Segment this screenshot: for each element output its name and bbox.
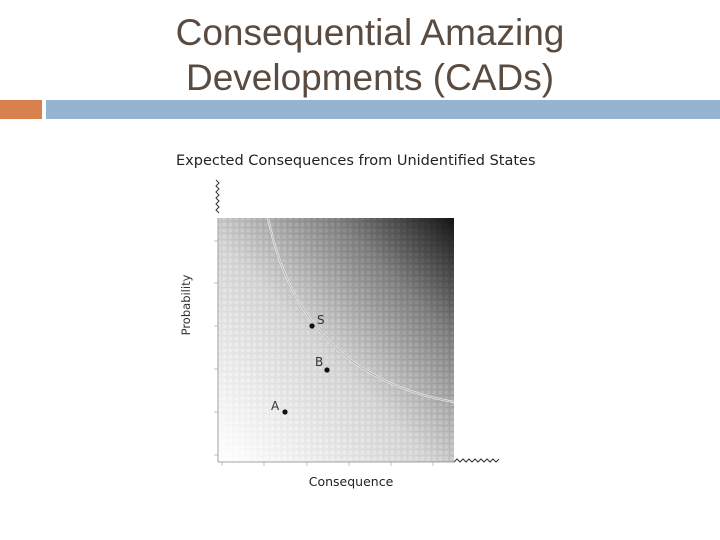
point-b-marker — [324, 367, 330, 373]
point-a-label: A — [271, 399, 280, 413]
point-a: A — [271, 399, 288, 415]
point-s-marker — [309, 323, 315, 329]
slide-title-line-2: Developments (CADs) — [185, 57, 555, 98]
point-b-label: B — [315, 355, 323, 369]
slide-title: Consequential Amazing Developments (CADs… — [150, 10, 590, 100]
point-s: S — [309, 313, 325, 329]
x-tick-marks — [221, 462, 434, 466]
point-s-label: S — [317, 313, 325, 327]
y-axis-break-mark — [215, 179, 220, 214]
accent-bar-blue — [46, 100, 720, 119]
accent-bar-orange — [0, 100, 42, 119]
slide-title-line-1: Consequential Amazing — [175, 12, 565, 53]
point-a-marker — [282, 409, 288, 415]
figure-title: Expected Consequences from Unidentified … — [176, 153, 536, 169]
x-axis-label: Consequence — [308, 474, 394, 489]
point-b: B — [315, 355, 330, 373]
x-axis-break-mark — [453, 458, 500, 463]
y-tick-marks — [214, 240, 218, 456]
shaded-plot-area — [218, 218, 454, 462]
risk-figure: S B A — [214, 179, 500, 466]
